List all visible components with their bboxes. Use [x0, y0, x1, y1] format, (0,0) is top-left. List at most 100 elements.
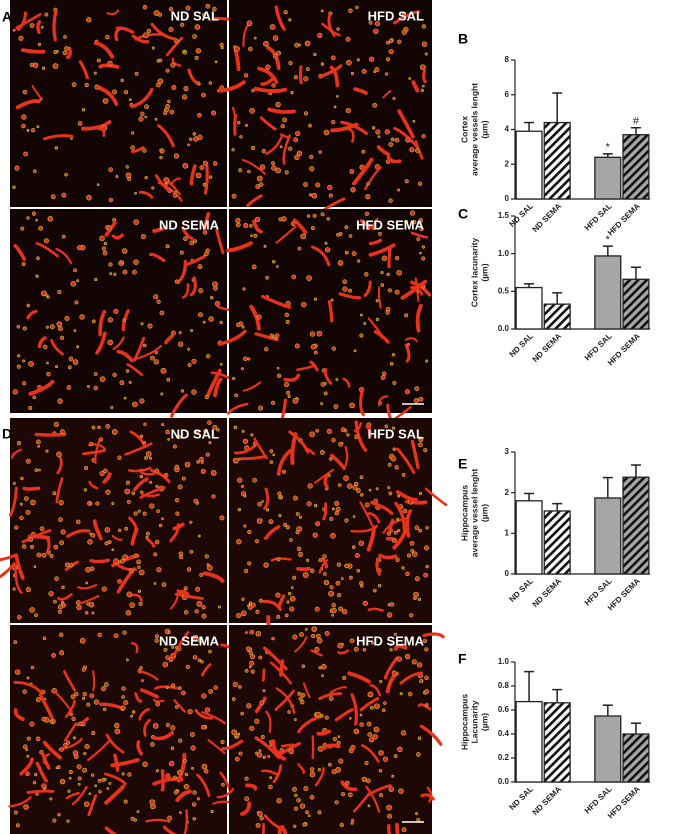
vessel-dot	[160, 367, 167, 374]
vessel-dot	[299, 803, 306, 809]
vessel	[322, 197, 346, 212]
panel-letter: C	[458, 206, 468, 222]
vessel-dot	[419, 64, 426, 71]
vessel	[31, 84, 43, 101]
vessel-dot	[163, 647, 168, 652]
vessel-dot	[351, 818, 355, 822]
vessel-dot	[332, 737, 338, 742]
vessel-dot	[101, 586, 107, 592]
vessel	[112, 336, 125, 351]
vessel-dot	[70, 137, 73, 140]
vessel-dot	[306, 214, 311, 218]
vessel-dot	[368, 488, 372, 492]
vessel	[280, 743, 295, 748]
vessel	[382, 90, 392, 99]
vessel-dot	[133, 219, 139, 225]
y-tick-label: 0.4	[498, 729, 510, 738]
vessel-dot	[314, 646, 320, 652]
vessel-dot	[54, 576, 59, 581]
vessel	[66, 529, 91, 538]
vessel-dot	[94, 84, 100, 90]
vessel-dot	[328, 590, 335, 597]
vessel-dot	[343, 475, 349, 481]
vessel-dot	[372, 588, 377, 593]
vessel-dot	[402, 508, 408, 514]
vessel-dot	[338, 758, 344, 764]
vessel	[97, 127, 106, 138]
vessel-dot	[56, 451, 62, 458]
vessel-dot	[122, 630, 127, 635]
vessel-dot	[405, 571, 410, 577]
vessel-dot	[312, 532, 318, 538]
vessel-dot	[416, 662, 423, 668]
vessel-dot	[345, 36, 351, 42]
vessel-dot	[238, 751, 243, 756]
vessel-dot	[256, 314, 262, 320]
vessel-dot	[160, 392, 164, 396]
vessel-dot	[184, 772, 189, 777]
vessel-dot	[48, 590, 54, 597]
vessel-dot	[374, 21, 381, 27]
vessel-dot	[419, 678, 424, 684]
vessel-dot	[397, 39, 402, 44]
vessel-dot	[404, 313, 409, 318]
vessel-dot	[258, 182, 264, 187]
vessel-dot	[189, 240, 195, 246]
vessel-dot	[184, 461, 191, 468]
vessel-dot	[232, 457, 239, 464]
vessel-dot	[42, 344, 48, 350]
vessel-dot	[40, 290, 47, 297]
vessel-dot	[181, 476, 186, 481]
vessel-dot	[294, 343, 300, 349]
vessel	[347, 671, 371, 684]
vessel-dot	[208, 649, 212, 654]
vessel-dot	[22, 326, 27, 331]
vessel-dot	[120, 78, 124, 83]
vessel	[261, 668, 266, 682]
vessel	[145, 537, 156, 548]
vessel	[133, 477, 149, 492]
vessel-dot	[149, 799, 156, 805]
bar	[594, 497, 622, 575]
vessel-dot	[175, 511, 180, 516]
vessel-dot	[276, 797, 282, 804]
vessel-dot	[250, 654, 256, 660]
vessel-dot	[313, 297, 318, 301]
vessel-dot	[360, 493, 364, 497]
vessel-dot	[183, 610, 189, 615]
bar	[543, 121, 571, 200]
vessel-dot	[30, 665, 35, 670]
vessel	[337, 649, 350, 655]
vessel	[95, 331, 107, 355]
vessel-dot	[289, 596, 296, 602]
vessel-dot	[105, 489, 111, 495]
vessel	[397, 109, 415, 139]
vessel	[288, 430, 310, 454]
y-tick-label: 8	[505, 55, 510, 64]
vessel-dot	[390, 456, 397, 462]
vessel	[35, 242, 60, 258]
vessel-dot	[91, 425, 96, 430]
vessel-dot	[197, 534, 201, 538]
vessel	[26, 789, 55, 794]
vessel-dot	[42, 636, 47, 640]
vessel-dot	[284, 170, 289, 175]
vessel	[290, 432, 298, 466]
vessel	[128, 516, 138, 530]
vessel	[130, 641, 139, 654]
vessel-dot	[322, 554, 327, 559]
vessel-dot	[67, 789, 71, 793]
vessel-dot	[31, 128, 36, 133]
vessel-dot	[52, 491, 57, 496]
vessel	[216, 80, 246, 93]
vessel	[78, 60, 89, 80]
vessel-dot	[113, 633, 119, 639]
vessel-dot	[89, 502, 93, 506]
vessel	[11, 448, 23, 459]
vessel-dot	[77, 782, 81, 786]
vessel	[138, 707, 150, 721]
vessel-dot	[183, 783, 190, 790]
vessel-dot	[278, 514, 282, 518]
vessel-dot	[26, 216, 30, 220]
vessel-dot	[35, 439, 41, 445]
